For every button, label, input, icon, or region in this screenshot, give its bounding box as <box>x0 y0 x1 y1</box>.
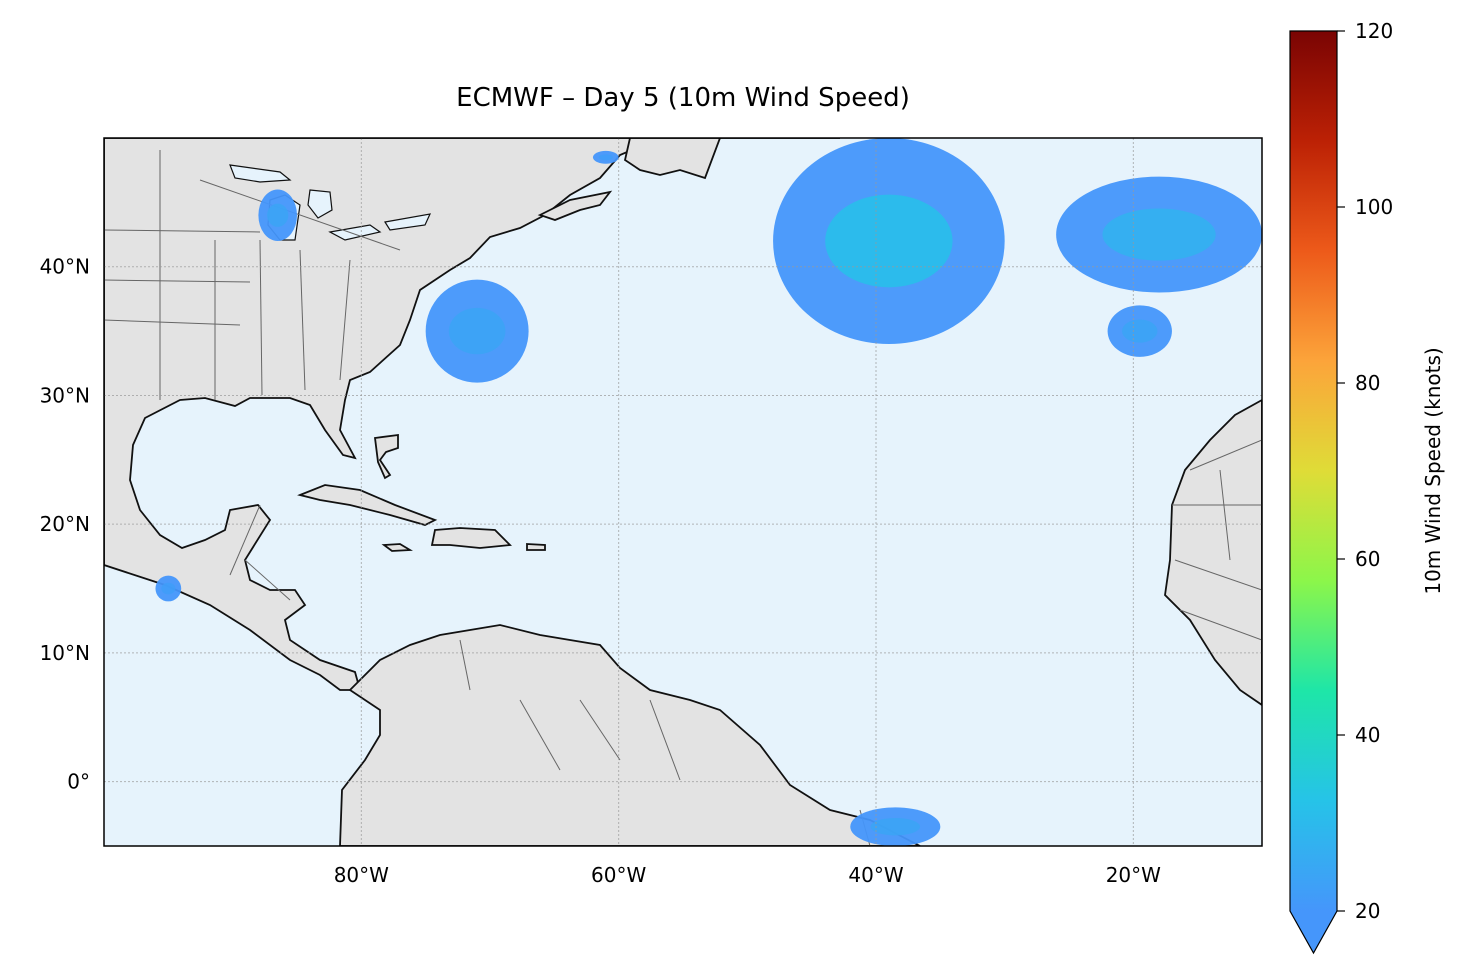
latitude-ticks: 40°N 30°N 20°N 10°N 0° <box>40 255 90 794</box>
border-line <box>259 239 263 396</box>
colorbar-label: 10m Wind Speed (knots) <box>1421 347 1445 594</box>
wind-region-core <box>448 307 506 355</box>
border-line <box>244 559 291 601</box>
colorbar-tick-label: 20 <box>1355 899 1380 923</box>
lat-tick-label: 10°N <box>40 641 90 665</box>
wind-region <box>425 279 529 383</box>
lake-3 <box>328 224 382 241</box>
lat-tick-label: 30°N <box>40 383 90 407</box>
border-line <box>1219 469 1231 561</box>
border-line <box>649 699 681 781</box>
border-line <box>1179 609 1262 641</box>
land-hispaniola <box>430 527 512 549</box>
colorbar-extend-min <box>1290 911 1337 953</box>
wind-region <box>155 575 182 602</box>
border-line <box>459 639 471 691</box>
wind-region-core <box>1102 208 1216 261</box>
border-line <box>104 319 241 326</box>
lake-1 <box>307 189 333 219</box>
border-line <box>1174 559 1262 591</box>
border-line <box>339 259 351 381</box>
border-line <box>229 504 261 576</box>
border-line <box>104 279 251 283</box>
border-line <box>1189 439 1262 471</box>
land-greenland-nf <box>623 138 721 180</box>
lake-2 <box>229 164 292 183</box>
colorbar-ticks: 20 40 60 80 100 120 <box>1337 19 1393 923</box>
wind-region-core <box>267 203 289 227</box>
colorbar-tick-label: 60 <box>1355 547 1380 571</box>
colorbar-tick-label: 100 <box>1355 195 1393 219</box>
wind-region-core <box>870 818 921 836</box>
map-layers <box>104 138 1262 846</box>
land-puerto-rico <box>526 543 546 551</box>
wind-region <box>592 150 619 164</box>
map-title: ECMWF – Day 5 (10m Wind Speed) <box>456 83 910 113</box>
wind-region <box>773 138 1005 344</box>
border-line <box>519 699 561 771</box>
wind-region-core <box>161 582 176 595</box>
land-jamaica <box>381 543 413 552</box>
map-frame <box>103 137 1263 847</box>
colorbar-tick-label: 120 <box>1355 19 1393 43</box>
wind-region <box>1107 305 1172 357</box>
lon-tick-label: 40°W <box>848 863 903 887</box>
wind-region-core <box>598 154 613 161</box>
border-line <box>579 699 621 761</box>
lat-tick-label: 40°N <box>40 255 90 279</box>
land-africa <box>1164 398 1262 707</box>
border-line <box>104 229 261 233</box>
lake-4 <box>384 213 432 231</box>
border-line <box>299 249 306 391</box>
land-south-america <box>339 624 921 846</box>
lon-tick-label: 80°W <box>334 863 389 887</box>
land-bahamas <box>373 433 399 480</box>
land-layer <box>104 138 1262 846</box>
colorbar-outline <box>1289 30 1338 955</box>
wind-region <box>1056 176 1262 293</box>
land-nova-scotia <box>537 190 613 221</box>
wind-speed-field <box>155 138 1262 846</box>
colorbar: 20 40 60 80 100 120 10m Wind Speed (knots) <box>1289 19 1445 955</box>
wind-region <box>850 807 941 846</box>
colorbar-tick-label: 40 <box>1355 723 1380 747</box>
land-cuba <box>297 484 438 526</box>
wind-region-core <box>1122 319 1158 343</box>
colorbar-tick-label: 80 <box>1355 371 1380 395</box>
land-north-america <box>104 138 840 691</box>
lon-tick-label: 60°W <box>591 863 646 887</box>
longitude-ticks: 80°W 60°W 40°W 20°W <box>334 863 1161 887</box>
wind-region <box>258 189 298 241</box>
lat-tick-label: 20°N <box>40 512 90 536</box>
border-line <box>199 179 401 251</box>
lat-tick-label: 0° <box>67 770 90 794</box>
wind-region-core <box>825 194 953 288</box>
colorbar-gradient <box>1290 31 1337 911</box>
lon-tick-label: 20°W <box>1106 863 1161 887</box>
gridlines <box>104 138 1262 846</box>
